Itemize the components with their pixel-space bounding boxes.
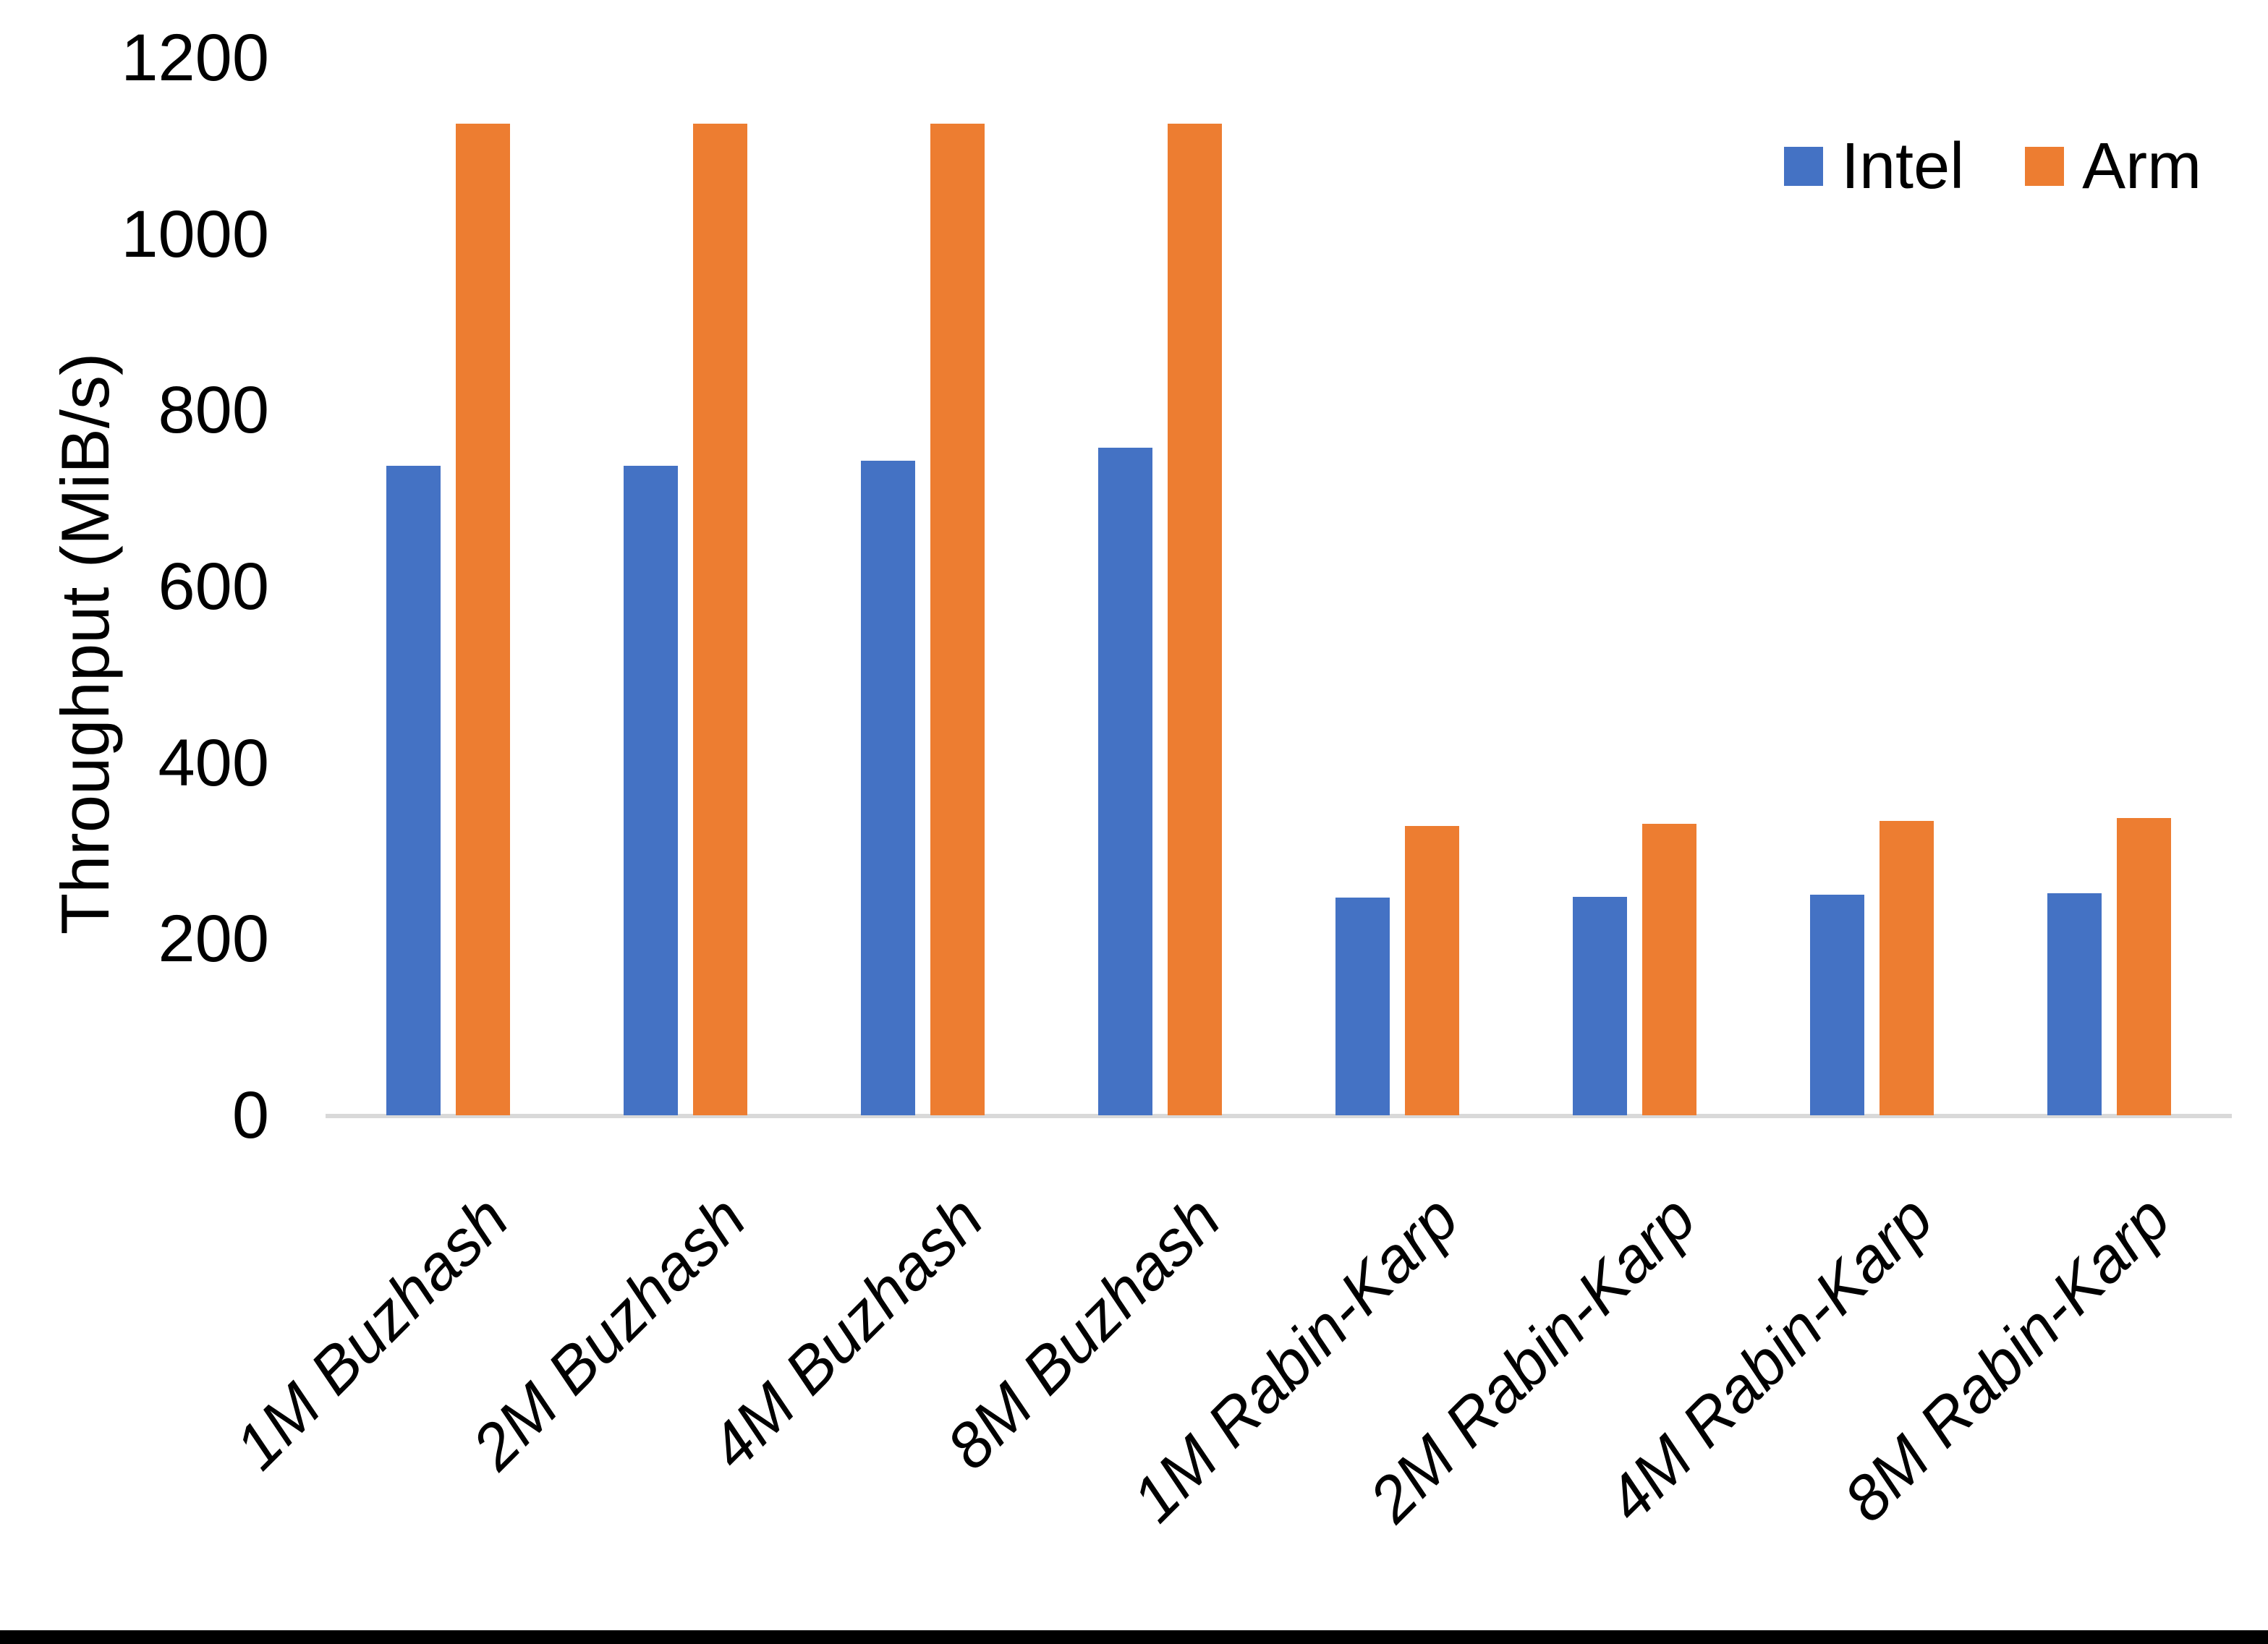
bar-intel-3: [860, 460, 915, 1115]
legend-label-arm: Arm: [2082, 130, 2202, 203]
x-axis-line: [326, 1114, 2232, 1118]
bar-arm-8: [2117, 818, 2172, 1115]
y-axis-tick-label: 200: [158, 902, 270, 976]
y-axis-tick-label: 600: [158, 550, 270, 623]
bar-intel-4: [1097, 447, 1152, 1115]
legend-item-arm: Arm: [2025, 131, 2201, 202]
bottom-border-strip: [0, 1630, 2268, 1644]
bar-arm-6: [1642, 823, 1697, 1115]
legend: Intel Arm: [1784, 131, 2201, 202]
y-axis-tick-label: 0: [232, 1078, 269, 1152]
legend-swatch-arm: [2025, 147, 2065, 186]
bar-intel-8: [2047, 893, 2102, 1115]
bar-arm-7: [1880, 821, 1934, 1115]
bar-intel-6: [1573, 896, 1628, 1115]
bar-arm-4: [1167, 124, 1222, 1115]
bar-intel-7: [1810, 895, 1865, 1115]
bar-arm-2: [692, 124, 747, 1115]
bar-intel-1: [386, 466, 441, 1115]
bar-intel-2: [623, 466, 678, 1115]
bar-intel-5: [1335, 898, 1390, 1115]
legend-swatch-intel: [1784, 147, 1823, 186]
bar-arm-5: [1405, 826, 1460, 1115]
bar-arm-3: [930, 124, 985, 1115]
bar-arm-1: [455, 124, 510, 1115]
legend-label-intel: Intel: [1841, 130, 1965, 203]
legend-item-intel: Intel: [1784, 131, 1964, 202]
y-axis-tick-label: 1200: [121, 21, 269, 95]
y-axis-tick-label: 400: [158, 725, 270, 800]
y-axis-tick-label: 800: [158, 373, 270, 448]
y-axis-tick-label: 1000: [121, 197, 269, 271]
